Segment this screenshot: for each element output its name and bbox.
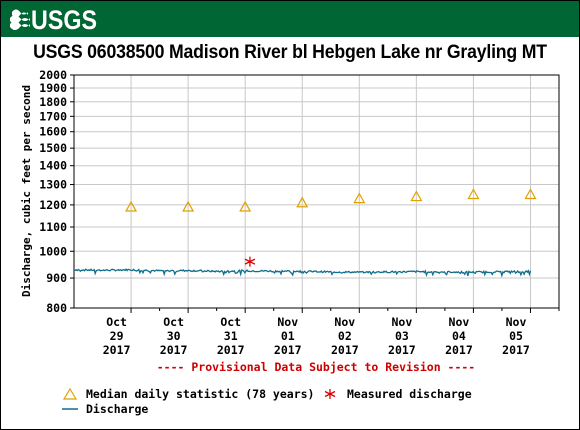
y-tick-label: 1000: [39, 244, 67, 258]
y-tick-label: 2000: [39, 68, 67, 82]
x-tick-label: 04: [452, 329, 466, 343]
median-point: [239, 200, 252, 212]
x-tick-label: 03: [395, 329, 409, 343]
y-tick-label: 800: [46, 301, 67, 315]
y-tick-label: 1400: [39, 159, 67, 173]
provisional-notice: ---- Provisional Data Subject to Revisio…: [157, 360, 476, 374]
y-tick-label: 1600: [39, 125, 67, 139]
series-layer: [73, 188, 537, 278]
x-tick-label: Nov: [391, 315, 412, 329]
x-tick-label: Oct: [163, 315, 184, 329]
y-tick-label: 1700: [39, 109, 67, 123]
median-point: [125, 200, 138, 212]
x-tick-label: 2017: [217, 343, 245, 357]
median-point: [353, 192, 366, 204]
grid-lines: [74, 75, 559, 308]
y-tick-label: 1200: [39, 198, 67, 212]
x-tick-label: Nov: [449, 315, 470, 329]
x-tick-label: 31: [224, 329, 238, 343]
y-tick-label: 1100: [39, 220, 67, 234]
plot-area-border: [73, 74, 560, 309]
x-tick-label: 2017: [388, 343, 416, 357]
y-tick-label: 1500: [39, 141, 67, 155]
x-tick-label: Oct: [220, 315, 241, 329]
x-axis-ticks: Oct292017Oct302017Oct312017Nov012017Nov0…: [103, 308, 560, 357]
legend-discharge-label: Discharge: [86, 402, 148, 416]
y-axis-ticks: 800 900 1000 1100 1200 1300 1400 1500 1600 170018…: [39, 68, 74, 315]
discharge-series-line: [73, 268, 532, 278]
median-point: [182, 200, 195, 212]
legend-measured-marker: [324, 389, 336, 399]
x-tick-label: 29: [110, 329, 124, 343]
x-tick-label: Oct: [106, 315, 127, 329]
x-tick-label: 2017: [103, 343, 131, 357]
y-axis-label: Discharge, cubic feet per second: [20, 85, 33, 297]
y-tick-label: 1900: [39, 81, 67, 95]
x-tick-label: 2017: [274, 343, 302, 357]
x-tick-label: Nov: [506, 315, 527, 329]
x-tick-label: 2017: [502, 343, 530, 357]
usgs-banner: USGS: [1, 1, 579, 37]
y-tick-label: 1800: [39, 95, 67, 109]
measured-point: [244, 256, 256, 267]
usgs-logo: USGS: [10, 5, 97, 34]
y-tick-label: 900: [46, 271, 67, 285]
median-point: [296, 196, 309, 208]
y-tick-label: 1300: [39, 178, 67, 192]
x-tick-label: 02: [338, 329, 352, 343]
usgs-logo-text: USGS: [31, 5, 97, 34]
x-tick-label: 05: [509, 329, 523, 343]
chart-title: USGS 06038500 Madison River bl Hebgen La…: [33, 42, 547, 63]
x-tick-label: 2017: [331, 343, 359, 357]
median-point: [467, 188, 480, 200]
x-tick-label: 30: [167, 329, 181, 343]
median-point: [410, 190, 423, 202]
x-tick-label: 01: [281, 329, 295, 343]
legend-median-label: Median daily statistic (78 years): [86, 387, 314, 401]
x-tick-label: 2017: [160, 343, 188, 357]
median-point: [524, 188, 537, 200]
x-tick-label: Nov: [334, 315, 355, 329]
legend-measured-label: Measured discharge: [347, 387, 472, 401]
x-tick-label: 2017: [445, 343, 473, 357]
legend-median-marker: [62, 387, 78, 400]
x-tick-label: Nov: [277, 315, 298, 329]
legend: Median daily statistic (78 years) Measur…: [62, 387, 472, 416]
